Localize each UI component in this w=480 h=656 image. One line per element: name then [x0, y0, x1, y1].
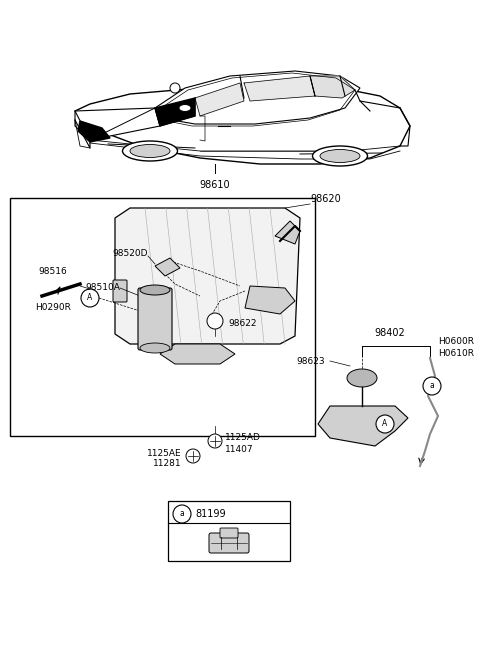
Circle shape — [208, 434, 222, 448]
Polygon shape — [115, 208, 300, 344]
Ellipse shape — [347, 369, 377, 387]
Text: H0610R: H0610R — [438, 348, 474, 358]
Text: 98516: 98516 — [38, 267, 67, 276]
Ellipse shape — [320, 150, 360, 163]
Bar — [10, 198, 315, 436]
Circle shape — [173, 505, 191, 523]
Text: 81199: 81199 — [195, 509, 226, 519]
Text: 98520D: 98520D — [112, 249, 148, 258]
Polygon shape — [155, 98, 195, 126]
Circle shape — [186, 449, 200, 463]
Polygon shape — [275, 221, 300, 244]
Polygon shape — [310, 76, 355, 98]
Text: 98622: 98622 — [228, 319, 256, 329]
Circle shape — [207, 313, 223, 329]
Text: 98620: 98620 — [310, 194, 341, 204]
FancyBboxPatch shape — [220, 528, 238, 538]
Polygon shape — [75, 108, 160, 140]
FancyBboxPatch shape — [138, 288, 172, 350]
Ellipse shape — [130, 144, 170, 157]
Ellipse shape — [140, 285, 170, 295]
Text: a: a — [430, 382, 434, 390]
Circle shape — [423, 377, 441, 395]
Text: 1125AE: 1125AE — [147, 449, 182, 457]
Text: 11407: 11407 — [225, 445, 253, 453]
Polygon shape — [78, 121, 110, 142]
Text: 98402: 98402 — [374, 328, 406, 338]
Text: A: A — [383, 419, 388, 428]
Polygon shape — [75, 86, 410, 164]
Text: 98510A: 98510A — [85, 283, 120, 293]
Ellipse shape — [122, 141, 178, 161]
Text: A: A — [87, 293, 93, 302]
Polygon shape — [195, 83, 244, 116]
Text: 98610: 98610 — [200, 180, 230, 190]
Ellipse shape — [312, 146, 368, 166]
Text: 98623: 98623 — [296, 356, 325, 365]
Polygon shape — [244, 76, 315, 101]
Circle shape — [376, 415, 394, 433]
Text: H0290R: H0290R — [35, 304, 71, 312]
Polygon shape — [318, 406, 408, 446]
Text: 1125AD: 1125AD — [225, 434, 261, 443]
Polygon shape — [155, 258, 180, 276]
FancyBboxPatch shape — [113, 280, 127, 302]
FancyBboxPatch shape — [209, 533, 249, 553]
Circle shape — [170, 83, 180, 93]
Polygon shape — [160, 344, 235, 364]
Ellipse shape — [140, 343, 170, 353]
Bar — [168, 501, 290, 561]
Text: H0600R: H0600R — [438, 337, 474, 346]
Text: a: a — [180, 510, 184, 518]
Polygon shape — [245, 286, 295, 314]
Circle shape — [81, 289, 99, 307]
Text: 11281: 11281 — [154, 459, 182, 468]
Ellipse shape — [179, 104, 191, 112]
Polygon shape — [155, 71, 360, 124]
